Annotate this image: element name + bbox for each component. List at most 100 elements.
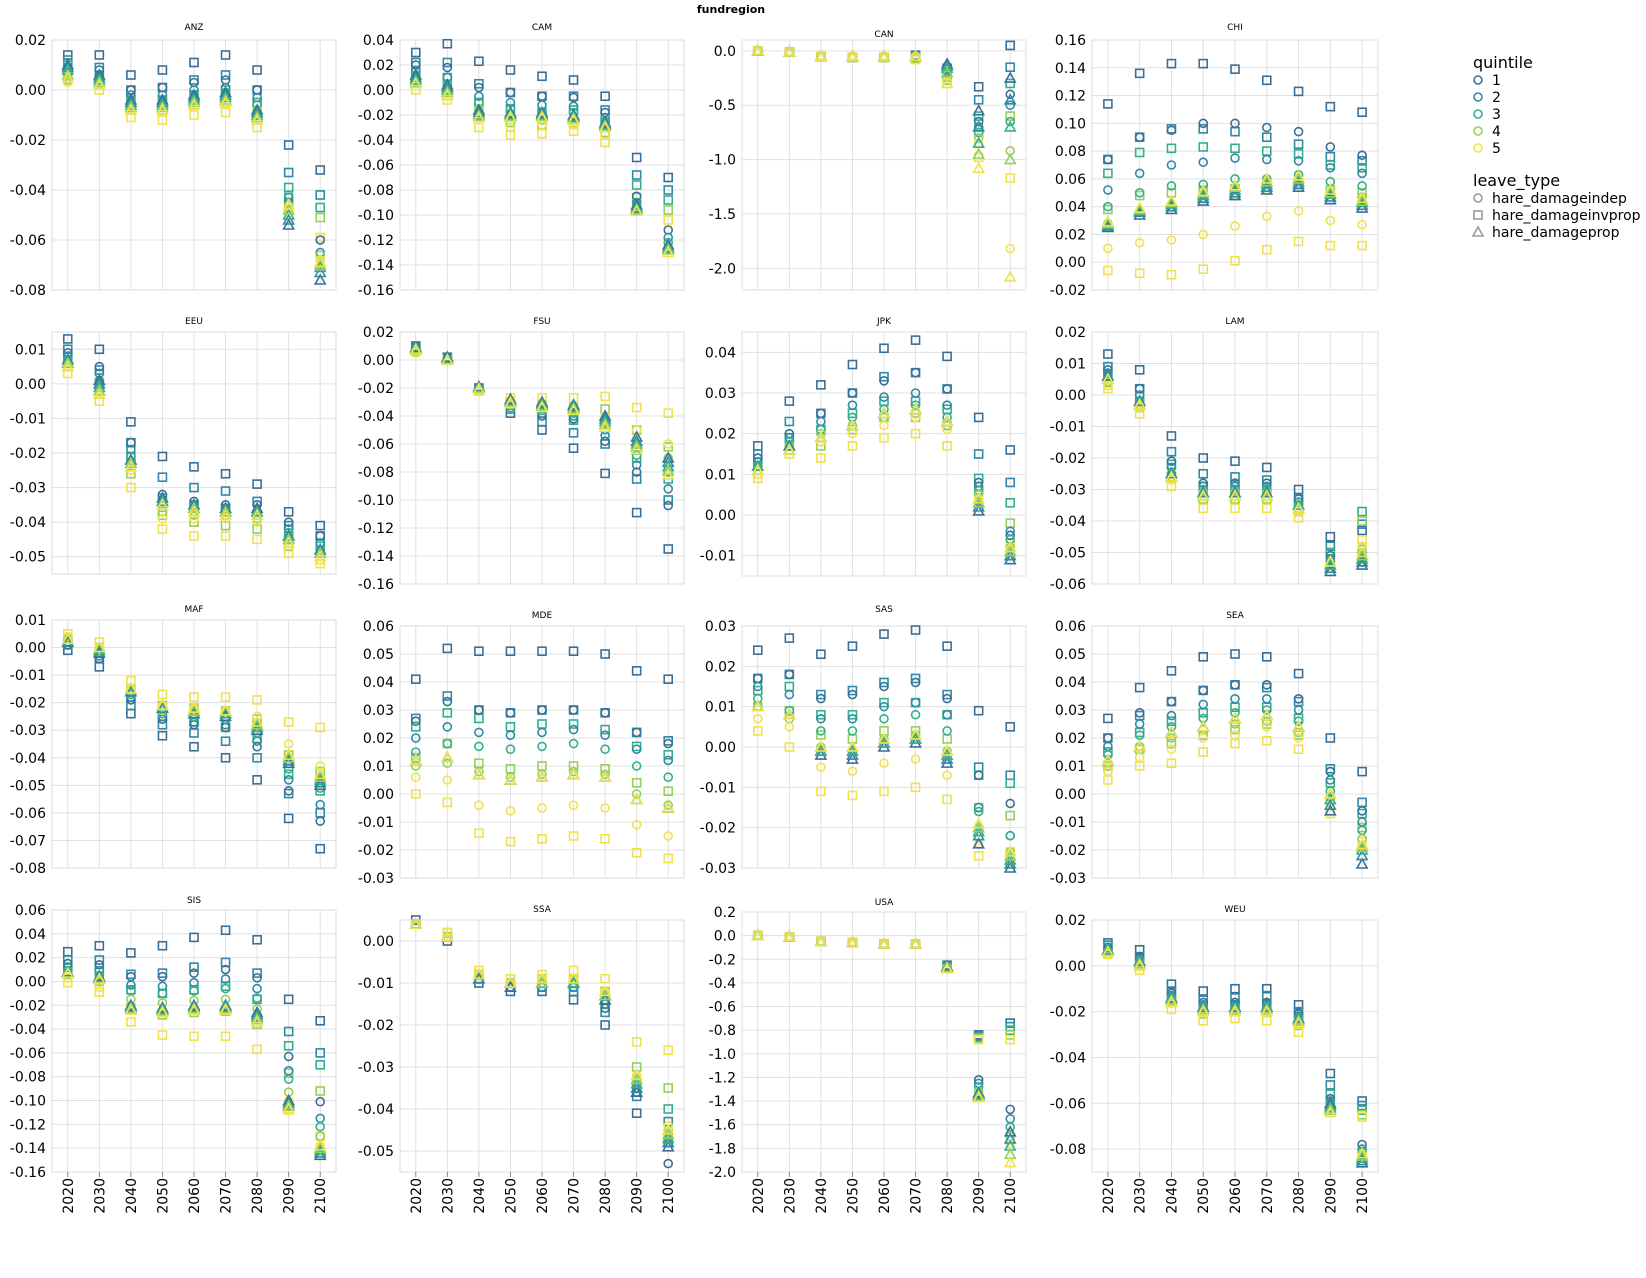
circle-marker-q1 xyxy=(1005,798,1016,809)
panel-frame xyxy=(399,331,685,585)
square-marker-q1 xyxy=(752,645,763,656)
legend-leave-type-title: leave_type xyxy=(1473,171,1560,191)
triangle-marker-q5 xyxy=(409,917,423,930)
triangle-marker-q5 xyxy=(940,962,954,974)
square-marker-q2 xyxy=(474,78,484,89)
circle-marker-q5 xyxy=(784,722,795,732)
triangle-marker-q5 xyxy=(187,98,201,110)
triangle-marker-q3 xyxy=(630,437,644,449)
x-tick-label: 2020 xyxy=(61,1178,77,1214)
circle-marker-q1 xyxy=(942,693,952,704)
square-marker-q4 xyxy=(1230,724,1240,735)
y-tick-label: -0.02 xyxy=(10,696,46,712)
legend-swatch-quintile xyxy=(1473,109,1483,119)
triangle-marker-q5 xyxy=(1228,711,1242,724)
square-marker-q3 xyxy=(1325,160,1336,170)
y-tick-label: -1.0 xyxy=(709,153,736,169)
square-marker-q2 xyxy=(1261,132,1272,143)
square-marker-q5 xyxy=(126,482,136,493)
square-marker-q1 xyxy=(442,38,453,49)
circle-marker-q3 xyxy=(631,761,642,771)
x-tick-label: 2040 xyxy=(1164,1178,1180,1214)
triangle-marker-q5 xyxy=(1101,945,1115,957)
y-tick-label: -2.0 xyxy=(709,261,736,277)
square-marker-q5 xyxy=(474,122,484,133)
square-marker-q1 xyxy=(220,50,231,60)
square-marker-q1 xyxy=(537,71,547,82)
circle-marker-q5 xyxy=(157,513,168,524)
square-marker-q1 xyxy=(1357,107,1367,118)
circle-marker-q4 xyxy=(1166,733,1177,743)
circle-marker-q2 xyxy=(157,981,168,992)
panel-frame xyxy=(51,619,337,869)
circle-marker-q1 xyxy=(600,436,610,447)
square-marker-q5 xyxy=(126,1017,136,1027)
panel-anz: -0.08 -0.06 -0.04 -0.02 0.00 0.02 ANZ xyxy=(10,23,337,299)
triangle-marker-q4 xyxy=(1228,1002,1242,1015)
panel-sea: -0.03 -0.02 -0.01 0.00 0.01 0.02 0.03 0.04 0.05 0… xyxy=(1050,611,1379,887)
panel-frame xyxy=(741,625,1027,869)
triangle-marker-q5 xyxy=(409,343,423,356)
circle-marker-q5 xyxy=(1103,243,1113,254)
square-marker-q2 xyxy=(220,957,231,968)
square-marker-q1 xyxy=(1005,445,1016,455)
triangle-marker-q5 xyxy=(1228,489,1242,501)
triangle-marker-q2 xyxy=(1323,561,1337,574)
square-marker-q1 xyxy=(126,948,136,958)
circle-marker-q1 xyxy=(442,62,453,73)
square-marker-q1 xyxy=(1166,979,1177,989)
square-marker-q5 xyxy=(568,126,579,137)
square-marker-q2 xyxy=(663,185,674,195)
legend-swatch-triangle xyxy=(1471,225,1485,237)
square-marker-q5 xyxy=(1357,1112,1367,1122)
triangle-marker-q2 xyxy=(1292,1011,1305,1024)
y-tick-label: 0.10 xyxy=(1055,116,1086,132)
y-tick-label: -0.8 xyxy=(709,1023,736,1039)
circle-marker-q1 xyxy=(1230,679,1240,690)
square-marker-q2 xyxy=(1261,990,1272,1001)
triangle-marker-q5 xyxy=(1355,1147,1369,1159)
square-marker-q2 xyxy=(1325,1080,1336,1090)
circle-marker-q5 xyxy=(663,831,674,841)
panel-frame xyxy=(1091,331,1379,585)
y-tick-label: -0.01 xyxy=(1050,420,1086,436)
x-tick-label: 2090 xyxy=(282,1178,298,1214)
circle-marker-q2 xyxy=(752,681,763,692)
triangle-marker-q5 xyxy=(409,753,423,766)
y-tick-label: -1.2 xyxy=(709,1070,736,1086)
circle-marker-q3 xyxy=(1166,181,1177,191)
circle-marker-q1 xyxy=(847,689,858,700)
y-tick-label: 0.12 xyxy=(1055,89,1086,105)
square-marker-q4 xyxy=(1357,516,1367,526)
triangle-marker-q5 xyxy=(472,110,486,123)
y-tick-label: -0.01 xyxy=(700,780,736,796)
square-marker-q1 xyxy=(879,629,889,639)
circle-marker-q5 xyxy=(879,758,889,768)
square-marker-q1 xyxy=(942,351,952,362)
square-marker-q1 xyxy=(94,344,105,355)
circle-marker-q1 xyxy=(1005,1104,1016,1115)
square-marker-q5 xyxy=(442,797,453,808)
triangle-marker-q5 xyxy=(61,359,75,372)
panel-title: LAM xyxy=(1225,317,1244,327)
circle-marker-q2 xyxy=(442,721,453,732)
triangle-marker-q2 xyxy=(1228,1000,1242,1012)
triangle-marker-q4 xyxy=(1292,1014,1305,1026)
triangle-marker-q4 xyxy=(282,532,296,545)
square-marker-q1 xyxy=(252,65,262,75)
square-marker-q4 xyxy=(157,510,168,521)
triangle-marker-q2 xyxy=(1292,177,1305,190)
triangle-marker-q5 xyxy=(440,930,454,942)
panel-usa: -2.0 -1.8 -1.6 -1.4 -1.2 -1.0 -0.8 -0.6 -0.4 -0.2… xyxy=(709,898,1027,1214)
y-tick-label: -0.08 xyxy=(358,183,394,199)
circle-marker-q2 xyxy=(62,962,73,972)
triangle-marker-q4 xyxy=(124,100,138,113)
triangle-marker-q5 xyxy=(61,966,75,978)
y-tick-label: 0.00 xyxy=(1055,959,1086,975)
x-tick-label: 2100 xyxy=(661,1178,677,1214)
y-tick-label: 0.00 xyxy=(15,377,46,393)
triangle-marker-q5 xyxy=(782,45,796,57)
triangle-marker-q5 xyxy=(630,442,644,455)
triangle-marker-q4 xyxy=(1323,186,1337,198)
triangle-marker-q4 xyxy=(313,546,327,559)
